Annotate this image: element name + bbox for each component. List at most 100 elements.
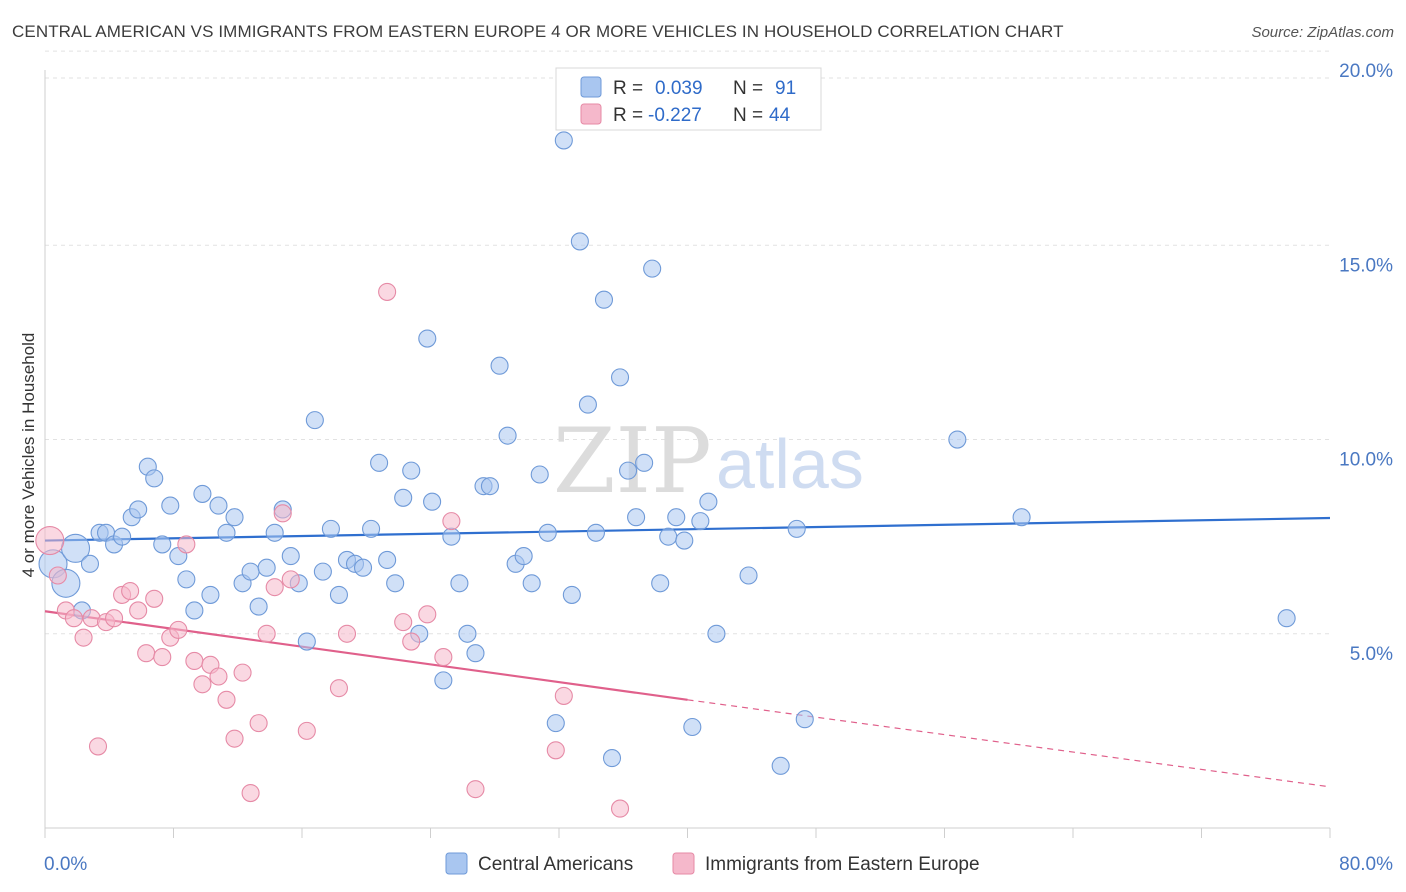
point-eastern-europe (281, 570, 300, 589)
point-central-americans (321, 519, 340, 538)
point-central-americans (667, 508, 686, 527)
point-central-americans (201, 585, 220, 604)
legend-r-label-1: R = (613, 78, 643, 99)
point-eastern-europe (273, 504, 292, 523)
point-central-americans (586, 523, 605, 542)
point-central-americans (948, 430, 967, 449)
bottom-legend-label-eastern-europe: Immigrants from Eastern Europe (705, 854, 980, 875)
point-central-americans (643, 259, 662, 278)
point-central-americans (522, 574, 541, 593)
point-central-americans (225, 508, 244, 527)
legend-swatch-eastern-europe (580, 103, 602, 125)
y-tick-label: 10.0% (1339, 450, 1393, 471)
point-eastern-europe (418, 605, 437, 624)
point-eastern-europe (217, 690, 236, 709)
point-eastern-europe (546, 741, 565, 760)
point-central-americans (418, 329, 437, 348)
point-central-americans (329, 585, 348, 604)
point-central-americans (362, 519, 381, 538)
point-eastern-europe (193, 675, 212, 694)
point-central-americans (771, 756, 790, 775)
point-eastern-europe (153, 648, 172, 667)
point-central-americans (602, 749, 622, 768)
point-central-americans (161, 496, 180, 515)
point-eastern-europe (442, 512, 461, 531)
y-axis-label: 4 or more Vehicles in Household (19, 333, 38, 578)
point-eastern-europe (169, 620, 188, 639)
point-central-americans (458, 624, 477, 643)
point-central-americans (627, 508, 646, 527)
chart-title: CENTRAL AMERICAN VS IMMIGRANTS FROM EAST… (12, 22, 1064, 41)
point-eastern-europe (378, 282, 397, 301)
point-central-americans (353, 558, 373, 577)
watermark-zip: ZIP (553, 409, 712, 514)
point-central-americans (651, 574, 670, 593)
point-central-americans (257, 558, 276, 577)
point-central-americans (619, 461, 638, 480)
point-eastern-europe (610, 799, 630, 818)
point-eastern-europe (145, 589, 164, 608)
bottom-legend-swatch-central-americans (445, 852, 468, 875)
point-central-americans (1012, 508, 1031, 527)
point-central-americans (675, 531, 694, 550)
data-points (35, 131, 1296, 818)
point-central-americans (80, 554, 100, 573)
point-central-americans (554, 131, 573, 150)
point-central-americans (113, 527, 132, 546)
legend-r-value-1: 0.039 (655, 78, 703, 99)
point-central-americans (739, 566, 758, 585)
point-central-americans (691, 512, 710, 531)
chart-source: Source: ZipAtlas.com (1251, 24, 1394, 41)
point-central-americans (177, 570, 196, 589)
point-central-americans (480, 477, 499, 496)
point-eastern-europe (329, 679, 348, 698)
point-central-americans (209, 496, 228, 515)
legend: R = 0.039 N = 91 R = -0.227 N = 44 (555, 67, 822, 131)
point-central-americans (490, 356, 509, 375)
point-central-americans (370, 453, 389, 472)
point-central-americans (594, 290, 614, 309)
point-eastern-europe (265, 578, 284, 597)
point-central-americans (394, 488, 413, 507)
point-eastern-europe (35, 525, 65, 556)
point-central-americans (129, 500, 148, 519)
point-central-americans (699, 492, 718, 511)
point-eastern-europe (249, 714, 268, 733)
y-tick-label: 20.0% (1339, 61, 1393, 82)
point-central-americans (145, 469, 164, 488)
point-central-americans (434, 671, 453, 690)
point-eastern-europe (177, 535, 196, 554)
legend-n-label-2: N = (733, 105, 763, 126)
point-eastern-europe (74, 628, 93, 647)
bottom-legend-label-central-americans: Central Americans (478, 854, 633, 875)
point-eastern-europe (434, 648, 453, 667)
point-eastern-europe (137, 644, 156, 663)
point-central-americans (423, 492, 442, 511)
point-central-americans (241, 562, 260, 581)
y-tick-labels: 5.0% 10.0% 15.0% 20.0% (1339, 61, 1393, 665)
point-central-americans (498, 426, 517, 445)
point-central-americans (530, 465, 549, 484)
point-central-americans (466, 644, 485, 663)
point-eastern-europe (209, 667, 228, 686)
point-central-americans (297, 632, 316, 651)
point-central-americans (578, 395, 597, 414)
point-central-americans (265, 523, 284, 542)
point-central-americans (514, 547, 533, 566)
point-central-americans (153, 535, 172, 554)
legend-n-value-1: 91 (775, 78, 796, 99)
point-eastern-europe (466, 780, 485, 799)
point-eastern-europe (105, 609, 124, 628)
point-central-americans (610, 368, 630, 387)
point-central-americans (659, 527, 678, 546)
point-central-americans (193, 484, 212, 503)
point-eastern-europe (554, 686, 573, 705)
point-central-americans (305, 411, 324, 430)
bottom-legend-swatch-eastern-europe (672, 852, 695, 875)
point-central-americans (185, 601, 204, 620)
point-eastern-europe (402, 632, 421, 651)
trendline-series-0 (44, 516, 1331, 542)
point-eastern-europe (257, 624, 276, 643)
point-central-americans (386, 574, 405, 593)
